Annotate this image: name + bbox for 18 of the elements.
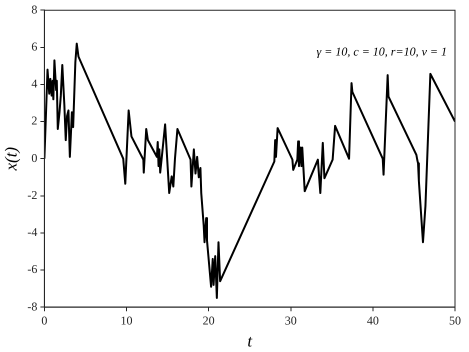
y-tick-label: 4: [31, 76, 38, 91]
y-tick-label: -2: [27, 188, 38, 202]
x-axis-title: t: [247, 331, 254, 350]
x-tick-label: 0: [41, 314, 48, 328]
x-tick-label: 40: [366, 314, 379, 328]
x-tick-label: 10: [120, 314, 133, 328]
x-tick-label: 20: [202, 314, 215, 328]
y-tick-label: 2: [31, 114, 38, 128]
x-tick-label: 30: [284, 314, 297, 328]
x-tick-label: 50: [449, 314, 461, 328]
y-axis-title: x(t): [2, 146, 21, 172]
annotation: γ = 10, c = 10, r=10, v = 1: [316, 44, 447, 58]
y-tick-label: -4: [27, 225, 38, 240]
y-tick-label: -6: [27, 262, 38, 276]
y-tick-label: 6: [31, 39, 38, 54]
y-tick-label: -8: [27, 299, 38, 314]
y-tick-label: 0: [31, 150, 38, 165]
y-tick-label: 8: [31, 2, 38, 16]
